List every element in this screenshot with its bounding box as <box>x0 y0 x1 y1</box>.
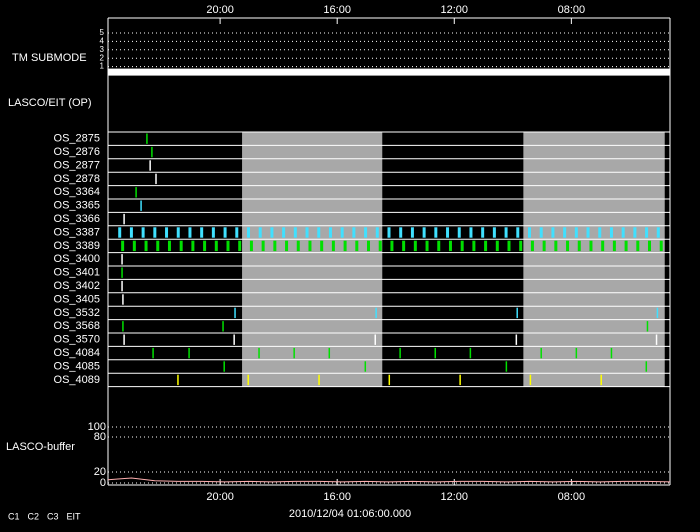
y-tick-label: 1 <box>100 62 105 71</box>
row-label: OS_4084 <box>54 347 100 359</box>
submode-label: TM SUBMODE <box>12 52 87 64</box>
row-label: OS_3532 <box>54 307 100 319</box>
x-tick-label: 12:00 <box>441 491 469 503</box>
buffer-line <box>107 477 671 483</box>
legend-entry: C1 <box>8 511 20 521</box>
row-label: OS_3405 <box>54 293 100 305</box>
legend-entry: C2 <box>28 511 40 521</box>
shaded-region <box>523 132 665 387</box>
y-tick-label: 5 <box>100 28 105 37</box>
row-label: OS_3389 <box>54 240 100 252</box>
y-tick-label: 4 <box>100 37 105 46</box>
row-label: OS_2877 <box>54 159 100 171</box>
date-label: 2010/12/04 01:06:00.000 <box>289 508 411 520</box>
row-label: OS_3364 <box>54 186 100 198</box>
row-label: OS_3401 <box>54 267 100 279</box>
y-tick-label: 100 <box>88 421 106 433</box>
y-tick-label: 2 <box>100 53 105 62</box>
row-label: OS_3387 <box>54 226 100 238</box>
legend-entry: C3 <box>47 511 59 521</box>
row-label: OS_2878 <box>54 173 100 185</box>
row-label: OS_4089 <box>54 374 100 386</box>
legend-entry: EIT <box>67 511 82 521</box>
x-tick-label: 08:00 <box>558 4 586 16</box>
row-label: OS_2875 <box>54 133 100 145</box>
y-tick-label: 20 <box>94 466 106 478</box>
x-tick-label: 12:00 <box>441 4 469 16</box>
lasco-eit-label: LASCO/EIT (OP) <box>8 97 92 109</box>
row-label: OS_3400 <box>54 253 100 265</box>
shaded-region <box>242 132 383 387</box>
x-tick-label: 20:00 <box>206 4 234 16</box>
x-tick-label: 16:00 <box>323 4 351 16</box>
row-label: OS_3570 <box>54 334 100 346</box>
buffer-label: LASCO-buffer <box>6 441 75 453</box>
y-tick-label: 3 <box>100 45 105 54</box>
y-tick-label: 80 <box>94 431 106 443</box>
row-label: OS_3402 <box>54 280 100 292</box>
row-label: OS_4085 <box>54 360 100 372</box>
row-label: OS_2876 <box>54 146 100 158</box>
row-label: OS_3568 <box>54 320 100 332</box>
row-label: OS_3366 <box>54 213 100 225</box>
x-tick-label: 20:00 <box>206 491 234 503</box>
row-label: OS_3365 <box>54 200 100 212</box>
x-tick-label: 08:00 <box>558 491 586 503</box>
x-tick-label: 16:00 <box>323 491 351 503</box>
y-tick-label: 0 <box>100 477 106 489</box>
submode-bar <box>108 68 670 76</box>
